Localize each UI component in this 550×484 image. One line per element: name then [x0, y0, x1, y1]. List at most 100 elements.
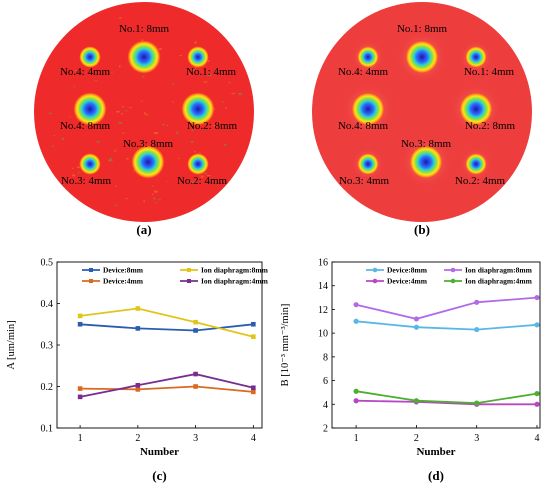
disc-speck	[143, 200, 146, 203]
disc-speck	[118, 122, 123, 124]
disc-speck	[216, 121, 221, 124]
disc-speck	[114, 204, 118, 206]
spot-label: No.2: 8mm	[465, 120, 516, 132]
data-point	[77, 386, 83, 391]
disc-speck	[176, 131, 179, 134]
spot	[409, 145, 443, 179]
x-axis-title: Number	[416, 446, 455, 458]
data-point	[135, 326, 141, 331]
x-tick-label: 1	[78, 433, 83, 444]
data-point	[251, 385, 256, 391]
disc-a	[34, 2, 254, 222]
legend-marker	[372, 278, 378, 284]
data-point	[534, 391, 540, 397]
spot-label: No.3: 8mm	[123, 138, 174, 150]
disc-speck	[77, 171, 80, 174]
legend-label: Ion diaphragm:8mm	[201, 266, 269, 275]
disc-speck	[142, 75, 145, 78]
spot-label: No.1: 4mm	[464, 66, 515, 78]
spot-label: No.3: 8mm	[401, 138, 452, 150]
data-point	[353, 388, 359, 394]
y-axis-title: B [10⁻³ mm⁻³/min]	[280, 304, 291, 387]
y-tick-label: 12	[318, 305, 328, 316]
disc-speck	[223, 144, 227, 146]
x-tick-label: 1	[354, 433, 359, 444]
disc-speck	[69, 116, 71, 118]
spot-label: No.1: 8mm	[397, 23, 448, 35]
legend-label: Ion diaphragm:4mm	[465, 277, 533, 286]
spot	[181, 92, 215, 126]
y-tick-label: 0.2	[41, 382, 54, 393]
legend-label: Device:8mm	[103, 266, 144, 275]
spot-label: No.1: 4mm	[186, 66, 237, 78]
disc-speck	[119, 17, 122, 19]
spot	[351, 92, 385, 126]
legend-marker	[372, 267, 378, 273]
disc-speck	[125, 110, 128, 112]
disc-speck	[143, 112, 147, 115]
disc-speck	[72, 174, 76, 177]
plot-frame	[331, 261, 541, 429]
labels-a: No.1: 8mm No.4: 4mm No.1: 4mm No.4: 8mm No.2…	[60, 23, 238, 187]
data-point	[77, 313, 83, 319]
y-tick-label: 14	[318, 281, 328, 292]
disc-speck	[207, 74, 212, 76]
data-point	[193, 371, 198, 377]
x-tick-label: 2	[414, 433, 419, 444]
disc-speck	[73, 85, 75, 88]
disc-speck	[155, 202, 157, 204]
y-tick-label: 0.1	[41, 424, 54, 435]
plot-frame	[56, 261, 263, 429]
caption-b: (b)	[414, 222, 430, 237]
data-point	[193, 328, 198, 333]
y-tick-label: 8	[323, 352, 328, 363]
spot-label: No.4: 8mm	[60, 120, 111, 132]
disc-speck	[188, 74, 191, 76]
disc-speck	[165, 30, 167, 33]
spot-label: No.2: 4mm	[177, 175, 228, 187]
disc-speck	[121, 112, 123, 115]
legend-marker	[187, 279, 191, 283]
legend-label: Device:8mm	[387, 266, 428, 275]
spot-label: No.4: 8mm	[338, 120, 389, 132]
disc-speck	[191, 181, 195, 184]
disc-speck	[153, 197, 156, 200]
y-tick-label: 0.3	[41, 341, 54, 352]
data-point	[413, 324, 420, 330]
spot	[465, 46, 487, 68]
x-tick-label: 3	[474, 433, 479, 444]
spot-label: No.2: 8mm	[187, 120, 238, 132]
legend-label: Device:4mm	[387, 277, 428, 286]
legend-marker	[89, 268, 93, 272]
chart-caption: (c)	[152, 468, 166, 483]
disc-speck	[76, 166, 81, 169]
chart-caption: (d)	[428, 468, 444, 483]
disc-speck	[179, 55, 182, 57]
disc-speck	[213, 124, 216, 127]
spot	[465, 153, 487, 175]
disc-speck	[191, 141, 194, 143]
disc-speck	[222, 101, 224, 103]
data-point	[474, 326, 480, 333]
disc-speck	[206, 175, 211, 177]
data-point	[251, 389, 256, 395]
panel-b: No.1: 8mm No.4: 4mm No.1: 4mm No.4: 8mm No.2…	[312, 2, 532, 237]
series-line	[355, 390, 538, 405]
spot-label: No.2: 4mm	[455, 175, 506, 187]
disc-speck	[122, 132, 125, 134]
disc-speck	[152, 185, 155, 187]
spot	[131, 145, 165, 179]
x-tick-label: 4	[251, 433, 256, 444]
disc-speck	[231, 93, 236, 95]
spots-b	[342, 31, 502, 188]
data-point	[534, 401, 540, 407]
y-tick-label: 16	[318, 258, 328, 269]
disc-speck	[121, 106, 125, 108]
disc-speck	[191, 129, 194, 132]
disc-speck	[90, 72, 93, 75]
disc-speck	[52, 145, 54, 147]
disc-speck	[158, 48, 162, 51]
legend-label: Device:4mm	[103, 277, 144, 286]
panel-a: No.1: 8mm No.4: 4mm No.1: 4mm No.4: 8mm No.2…	[34, 2, 254, 237]
y-tick-label: 0.5	[41, 258, 54, 269]
